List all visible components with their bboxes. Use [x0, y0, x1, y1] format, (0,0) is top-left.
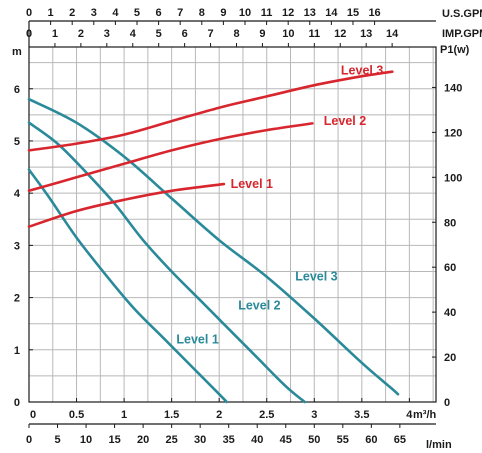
imp-gpm-tick-label: 4	[130, 28, 137, 40]
power-tick-label: 0	[444, 397, 450, 409]
power-tick-label: 100	[444, 172, 462, 184]
head-series-label: Level 1	[176, 332, 218, 346]
flow-tick-label: 3.5	[354, 409, 369, 421]
flow-tick-label: 1.5	[164, 409, 179, 421]
lmin-unit-label: l/min	[426, 439, 452, 451]
us-gpm-tick-label: 16	[368, 7, 380, 19]
lmin-tick-label: 40	[251, 434, 263, 446]
lmin-tick-label: 35	[223, 434, 235, 446]
us-gpm-tick-label: 9	[220, 7, 226, 19]
lmin-tick-label: 25	[166, 434, 178, 446]
lmin-tick-label: 0	[26, 434, 32, 446]
head-tick-label: 3	[14, 240, 20, 252]
us-gpm-tick-label: 2	[69, 7, 75, 19]
us-gpm-tick-label: 13	[304, 7, 316, 19]
series-labels: Level 3 Level 2 Level 1 Level 3 Level 2 Level…	[176, 64, 383, 347]
imp-gpm-tick-label: 10	[282, 28, 294, 40]
power-tick-label: 60	[444, 262, 456, 274]
flow-unit-label: m³/h	[413, 409, 437, 421]
lmin-tick-label: 15	[108, 434, 120, 446]
power-tick-label: 140	[444, 82, 462, 94]
flow-tick-label: 3	[311, 409, 317, 421]
imp-gpm-tick-label: 2	[78, 28, 84, 40]
head-tick-label: 6	[14, 84, 20, 96]
power-tick-label: 80	[444, 217, 456, 229]
power-series-label: Level 2	[324, 114, 366, 128]
imp-gpm-tick-label: 0	[26, 28, 32, 40]
imp-gpm-tick-label: 7	[208, 28, 214, 40]
imp-gpm-tick-label: 6	[182, 28, 188, 40]
imp-gpm-unit-label: IMP.GPM	[442, 28, 482, 40]
plot-frame	[28, 46, 437, 403]
power-tick-label: 120	[444, 127, 462, 139]
lmin-tick-label: 65	[394, 434, 406, 446]
imp-gpm-tick-label: 3	[104, 28, 110, 40]
us-gpm-tick-label: 8	[199, 7, 205, 19]
grid	[29, 47, 436, 402]
us-gpm-tick-label: 4	[112, 7, 119, 19]
series	[27, 70, 400, 404]
power-tick-label: 20	[444, 352, 456, 364]
imp-gpm-tick-label: 8	[233, 28, 239, 40]
power-series-label: Level 3	[341, 64, 383, 78]
us-gpm-tick-label: 6	[156, 7, 162, 19]
imp-gpm-tick-label: 9	[259, 28, 265, 40]
flow-tick-label: 4	[406, 409, 413, 421]
flow-tick-label: 2	[216, 409, 222, 421]
head-curve-level-2	[27, 121, 307, 404]
us-gpm-tick-label: 5	[134, 7, 140, 19]
us-gpm-tick-label: 10	[239, 7, 251, 19]
head-tick-label: 1	[14, 345, 20, 357]
us-gpm-tick-label: 12	[282, 7, 294, 19]
us-gpm-unit-label: U.S.GPM	[442, 8, 482, 20]
imp-gpm-tick-label: 13	[360, 28, 372, 40]
lmin-tick-label: 20	[137, 434, 149, 446]
power-unit-label: P1(w)	[440, 44, 470, 56]
us-gpm-tick-label: 11	[261, 7, 273, 19]
imp-gpm-tick-label: 11	[308, 28, 320, 40]
head-curve-level-1	[27, 168, 229, 404]
lmin-tick-label: 30	[194, 434, 206, 446]
head-tick-label: 4	[14, 188, 21, 200]
lmin-tick-label: 55	[337, 434, 349, 446]
imp-gpm-tick-label: 12	[334, 28, 346, 40]
head-series-label: Level 3	[295, 270, 337, 284]
head-series-label: Level 2	[238, 298, 280, 312]
power-curve-level-1	[27, 182, 226, 228]
power-curve-level-3	[27, 70, 394, 152]
flow-tick-label: 1	[121, 409, 127, 421]
head-tick-label: 0	[14, 397, 20, 409]
power-curve-level-2	[27, 122, 314, 193]
lmin-tick-label: 10	[80, 434, 92, 446]
us-gpm-tick-label: 3	[91, 7, 97, 19]
imp-gpm-tick-label: 5	[156, 28, 162, 40]
lmin-tick-label: 60	[365, 434, 377, 446]
lmin-tick-label: 50	[308, 434, 320, 446]
head-unit-label: m	[12, 46, 22, 58]
flow-tick-label: 0	[30, 409, 36, 421]
us-gpm-tick-label: 15	[347, 7, 359, 19]
us-gpm-tick-label: 0	[26, 7, 32, 19]
us-gpm-tick-label: 7	[177, 7, 183, 19]
head-tick-label: 5	[14, 136, 20, 148]
lmin-tick-label: 5	[54, 434, 60, 446]
us-gpm-tick-label: 1	[48, 7, 54, 19]
imp-gpm-tick-label: 14	[386, 28, 399, 40]
flow-tick-label: 0.5	[69, 409, 84, 421]
head-tick-label: 2	[14, 293, 20, 305]
power-tick-label: 40	[444, 307, 456, 319]
us-gpm-tick-label: 14	[325, 7, 338, 19]
power-series-label: Level 1	[231, 177, 273, 191]
flow-tick-label: 2.5	[259, 409, 274, 421]
imp-gpm-tick-label: 1	[52, 28, 58, 40]
lmin-tick-label: 45	[280, 434, 292, 446]
axes: 0 1 2 3 4 5 6 7 8 9 10 11 12 13 14 15 160 1 2 3 4 5 6 7 8 9 10 11 12…	[14, 7, 462, 446]
